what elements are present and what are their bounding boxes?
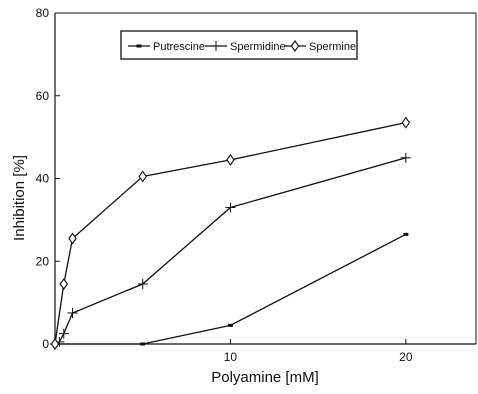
y-tick-label: 40 [36, 172, 50, 186]
legend: Putrescine Spermidine Spermine [120, 30, 358, 60]
y-tick-label: 60 [36, 89, 50, 103]
legend-marker-spermine [290, 40, 300, 52]
spermine-point [50, 338, 60, 350]
y-axis-title: Inhibition [%] [11, 155, 28, 241]
axes: 0 20 40 60 80 10 20 [36, 6, 477, 364]
putrescine-point [227, 323, 233, 327]
y-tick-label: 80 [36, 6, 50, 20]
legend-label-spermidine: Spermidine [230, 41, 286, 53]
putrescine-line [55, 233, 407, 345]
series-spermine [50, 116, 411, 350]
putrescine-point [140, 342, 146, 346]
spermidine-point [225, 202, 236, 213]
legend-marker-putrescine [136, 44, 142, 48]
spermidine-line [54, 157, 407, 345]
spermine-line [54, 122, 406, 345]
spermine-point [401, 116, 411, 129]
legend-item-putrescine: Putrescine [128, 41, 205, 53]
x-tick-label: 10 [224, 350, 238, 364]
legend-item-spermine: Spermine [284, 40, 356, 53]
series-group [50, 116, 411, 350]
legend-marker-spermidine [211, 41, 221, 51]
legend-item-spermidine: Spermidine [205, 41, 286, 53]
legend-label-spermine: Spermine [309, 41, 356, 53]
spermine-point [68, 232, 77, 245]
y-tick-label: 0 [42, 337, 49, 351]
spermine-point [138, 170, 147, 183]
spermine-point [59, 278, 69, 290]
putrescine-point [403, 232, 409, 236]
spermidine-point [137, 279, 148, 290]
spermidine-point [67, 307, 78, 318]
legend-label-putrescine: Putrescine [153, 41, 205, 53]
x-axis-title: Polyamine [mM] [211, 369, 319, 386]
x-tick-label: 20 [399, 350, 413, 364]
spermidine-point [400, 152, 411, 163]
series-spermidine [50, 152, 411, 349]
spermidine-point [58, 328, 69, 339]
y-tick-label: 20 [36, 254, 50, 268]
spermine-point [226, 153, 235, 166]
series-putrescine [52, 232, 409, 346]
legend-box [120, 30, 358, 60]
